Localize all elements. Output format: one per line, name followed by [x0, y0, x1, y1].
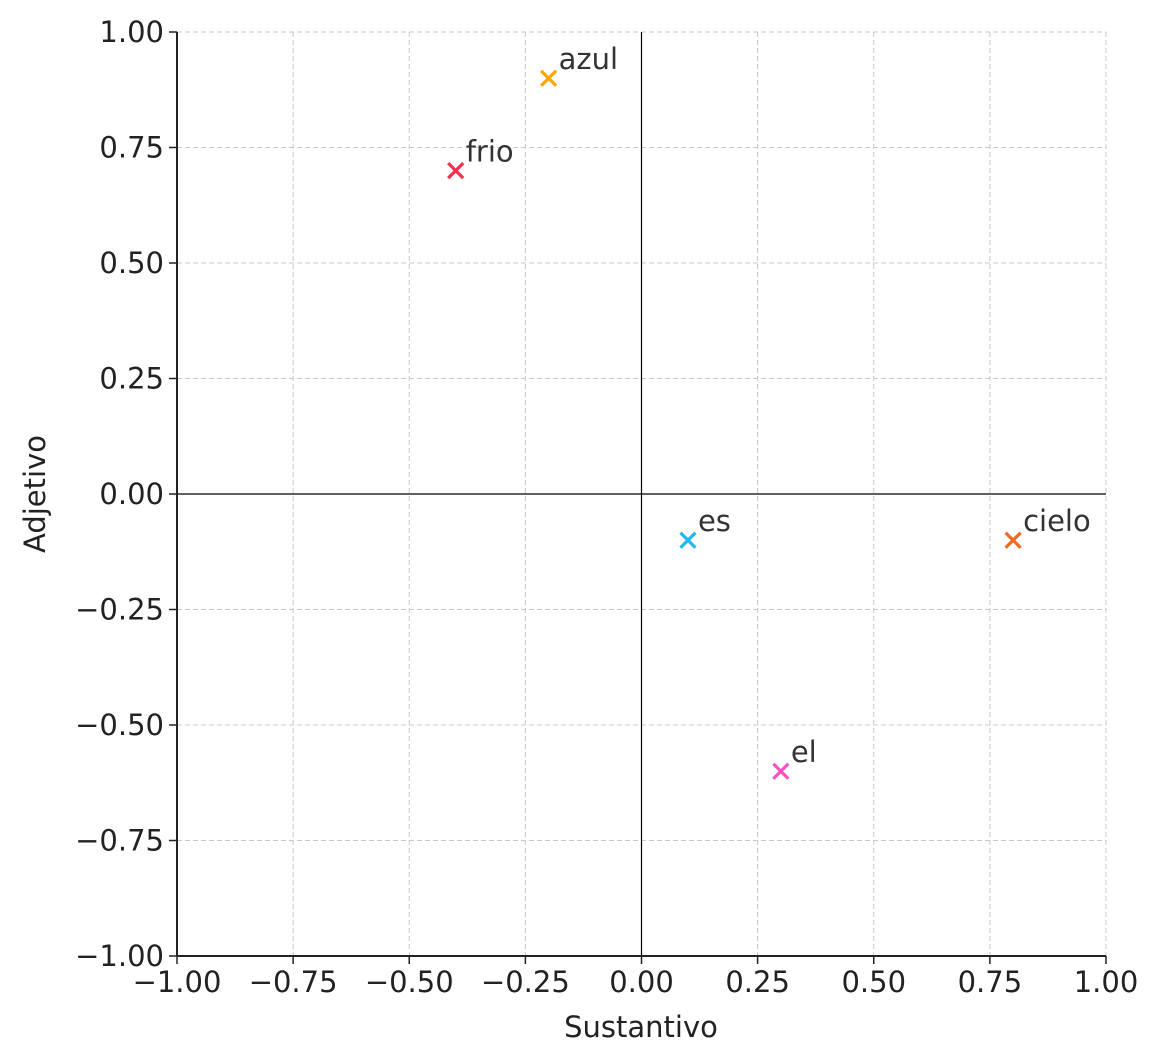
- point-label-azul: azul: [559, 42, 618, 76]
- x-tick-label: 0.00: [609, 965, 674, 999]
- y-tick-label: 0.00: [99, 477, 164, 511]
- y-tick-label: −0.50: [75, 708, 164, 742]
- x-tick-label: 0.50: [841, 965, 906, 999]
- x-tick-label: −0.25: [481, 965, 570, 999]
- y-tick-label: 1.00: [99, 15, 164, 49]
- y-tick-label: 0.75: [99, 131, 164, 165]
- y-tick-label: −0.75: [75, 824, 164, 858]
- y-tick-label: −0.25: [75, 593, 164, 627]
- x-tick-label: 0.25: [725, 965, 790, 999]
- point-marker-el: [772, 762, 790, 780]
- x-tick-label: 0.75: [958, 965, 1023, 999]
- x-axis-label: Sustantivo: [564, 1010, 718, 1044]
- point-label-frio: frio: [466, 135, 514, 169]
- ticks: −1.00 −0.75 −0.50 −0.25 0.00 0.25 0.50 0.75 1.00…: [75, 15, 1138, 999]
- point-label-cielo: cielo: [1023, 504, 1091, 538]
- point-marker-frio: [447, 161, 465, 180]
- x-tick-label: −0.75: [249, 965, 338, 999]
- point-label-el: el: [791, 735, 817, 769]
- y-axis-label: Adjetivo: [18, 435, 52, 553]
- x-tick-label: 1.00: [1074, 965, 1139, 999]
- x-tick-label: −1.00: [133, 965, 222, 999]
- point-marker-cielo: [1004, 531, 1022, 549]
- point-marker-es: [679, 531, 697, 549]
- y-tick-label: 0.25: [99, 362, 164, 396]
- points: azul frio es cielo el: [447, 42, 1091, 780]
- x-tick-label: −0.50: [365, 965, 454, 999]
- point-label-es: es: [698, 504, 731, 538]
- point-marker-azul: [539, 69, 558, 87]
- y-tick-label: 0.50: [99, 246, 164, 280]
- y-tick-label: −1.00: [75, 939, 164, 973]
- zero-lines: [177, 32, 1106, 956]
